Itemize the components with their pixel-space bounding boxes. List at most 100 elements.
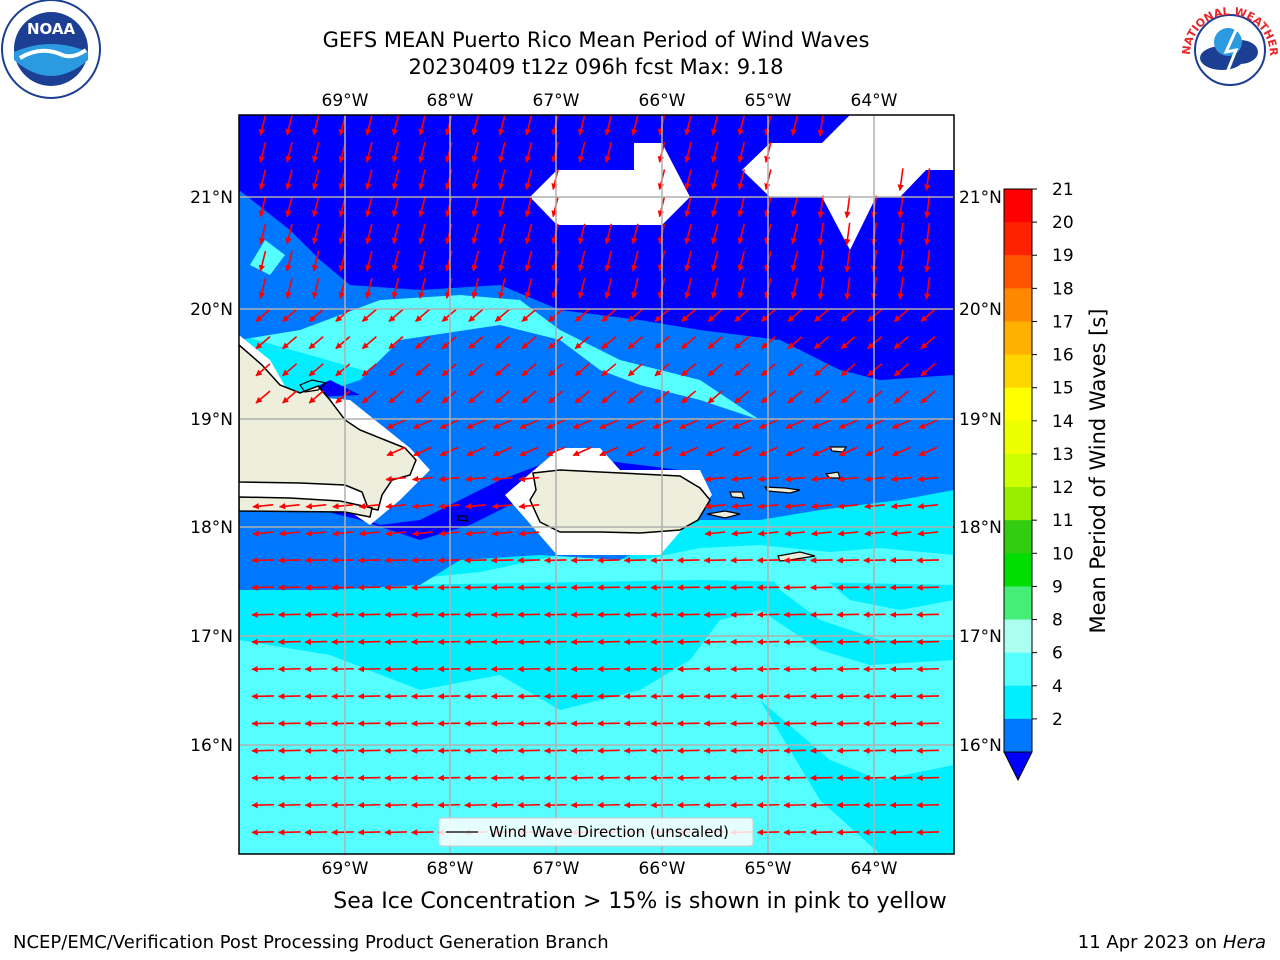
wind-arrow — [574, 308, 590, 323]
wind-arrow — [704, 475, 726, 483]
puerto-rico-land — [529, 469, 711, 534]
wind-arrow — [305, 530, 327, 537]
wind-arrow — [410, 665, 434, 673]
wind-arrow — [684, 250, 692, 272]
wind-arrow — [916, 665, 940, 673]
wind-arrow — [836, 774, 860, 782]
wind-arrow — [916, 611, 940, 618]
wind-arrow — [790, 278, 799, 299]
wind-arrow — [388, 308, 404, 323]
wind-arrow — [251, 720, 275, 727]
wind-arrow — [444, 223, 453, 245]
colorbar-tick-label: 2 — [1052, 710, 1063, 730]
wind-arrow — [464, 774, 487, 782]
wind-arrow — [304, 693, 328, 700]
graticule — [239, 115, 954, 854]
colorbar-tick-label: 6 — [1052, 644, 1063, 664]
wind-arrow — [597, 584, 620, 591]
lat-label-left: 21°N — [190, 188, 233, 208]
wind-arrow — [809, 665, 833, 673]
wind-arrow — [388, 390, 404, 404]
wind-arrow — [814, 363, 830, 377]
wind-arrow — [684, 142, 692, 163]
turks-caicos-islands — [299, 379, 328, 393]
lon-label-bottom: 69°W — [322, 859, 369, 879]
wind-arrow — [784, 503, 806, 510]
wind-arrow — [863, 801, 886, 809]
wind-arrow — [471, 169, 480, 191]
wind-arrow — [251, 611, 275, 618]
wind-arrow — [471, 278, 480, 299]
wind-arrow — [920, 390, 936, 404]
wind-arrow — [492, 446, 512, 457]
wind-arrow — [304, 638, 328, 646]
wind-arrow — [863, 829, 886, 836]
wind-arrow — [817, 249, 825, 273]
wind-arrow — [418, 250, 426, 272]
wind-arrow — [331, 774, 354, 782]
wind-arrow — [809, 747, 833, 754]
wind-arrow — [282, 363, 298, 377]
wind-arrow — [897, 277, 904, 300]
wind-arrow — [916, 584, 940, 591]
wind-arrow — [439, 446, 459, 457]
wind-arrow — [737, 278, 746, 299]
wind-arrow — [391, 142, 400, 163]
wind-arrow — [517, 584, 541, 591]
wind-arrow — [255, 335, 271, 350]
wind-arrow — [597, 557, 620, 564]
wind-arrow — [623, 638, 647, 646]
wind-arrow — [410, 611, 434, 618]
white-patch-north-2 — [742, 115, 954, 250]
wind-arrow — [444, 278, 453, 299]
wind-arrow — [889, 611, 913, 618]
wind-arrow — [410, 693, 434, 700]
wind-arrow — [517, 611, 541, 618]
wind-arrow — [572, 446, 592, 457]
wind-arrow — [863, 557, 886, 564]
wind-arrow — [703, 747, 727, 754]
wind-arrow — [365, 250, 373, 272]
wind-arrow — [623, 720, 647, 727]
wind-arrow — [703, 665, 727, 673]
wind-arrow — [920, 308, 936, 323]
wind-arrow — [623, 774, 647, 782]
wind-arrow — [410, 801, 434, 809]
wind-arrow — [251, 584, 275, 591]
wind-arrow — [730, 557, 753, 564]
wind-arrow — [889, 720, 913, 727]
wind-arrow — [574, 363, 590, 377]
colorbar: Mean Period of Wind Waves [s] 21 20 19 18 17… — [1003, 180, 1110, 782]
footer-credit: NCEP/EMC/Verification Post Processing Pr… — [13, 932, 609, 953]
colorbar-swatch — [1004, 288, 1032, 322]
mona-island — [457, 515, 469, 522]
wind-arrow — [437, 611, 461, 618]
wind-arrow — [840, 308, 856, 323]
wind-arrow — [258, 115, 267, 136]
wind-arrow — [517, 801, 541, 809]
wind-arrow — [444, 115, 453, 136]
colorbar-tick-label: 12 — [1052, 478, 1074, 498]
land-layer — [239, 344, 848, 562]
wind-arrow — [464, 611, 487, 618]
wind-arrow — [331, 747, 354, 754]
wind-arrow — [524, 196, 533, 218]
wind-arrow — [838, 446, 858, 457]
wind-arrow — [730, 747, 753, 754]
wind-arrow — [439, 419, 459, 429]
wind-arrow — [814, 390, 830, 404]
wind-arrow — [597, 774, 620, 782]
wind-arrow — [918, 446, 938, 457]
wind-arrow — [494, 308, 510, 323]
wind-arrow — [790, 223, 799, 245]
wind-arrow — [251, 829, 275, 836]
wind-arrow — [388, 335, 404, 350]
wind-arrow — [710, 169, 719, 191]
wind-arrow — [308, 308, 324, 323]
wind-arrow — [437, 693, 461, 700]
wind-arrow — [498, 250, 506, 272]
wind-arrow — [783, 638, 807, 646]
wind-arrow — [916, 774, 940, 782]
wind-arrow — [599, 419, 619, 429]
wind-arrow — [916, 720, 940, 727]
